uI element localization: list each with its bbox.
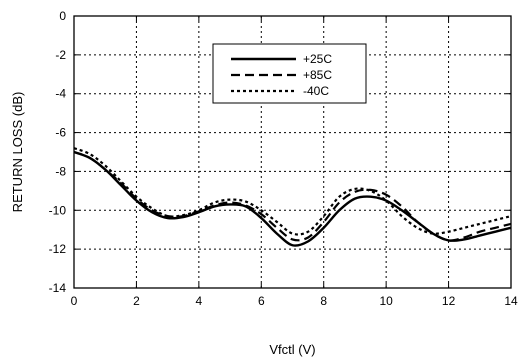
y-tick-label: -6	[55, 126, 66, 140]
x-tick-label: 14	[504, 294, 518, 308]
y-tick-label: -10	[49, 203, 67, 217]
legend-label: +85C	[303, 68, 332, 82]
series-line-1	[74, 150, 511, 242]
x-tick-label: 4	[196, 294, 203, 308]
legend-label: +25C	[303, 52, 332, 66]
legend-label: -40C	[303, 84, 329, 98]
x-tick-label: 0	[71, 294, 78, 308]
y-tick-label: -14	[49, 281, 67, 295]
x-tick-label: 10	[379, 294, 393, 308]
series-line-0	[74, 150, 511, 247]
x-tick-label: 12	[442, 294, 456, 308]
series-line-2	[74, 147, 511, 236]
x-axis-title: Vfctl (V)	[269, 342, 315, 357]
ticks: 0 2 4 6 8 10 12 14 0 -2 -4 -6 -8 -10 -12 -14	[49, 9, 518, 308]
y-tick-label: -4	[55, 87, 66, 101]
y-axis-title: RETURN LOSS (dB)	[10, 92, 25, 213]
y-tick-label: 0	[59, 9, 66, 23]
legend: +25C +85C -40C	[212, 43, 367, 104]
x-tick-label: 6	[258, 294, 265, 308]
y-tick-label: -2	[55, 48, 66, 62]
plot-frame	[73, 15, 512, 289]
legend-box	[212, 43, 367, 104]
x-tick-label: 2	[133, 294, 140, 308]
x-tick-label: 8	[320, 294, 327, 308]
series-lines	[74, 147, 511, 247]
y-tick-label: -8	[55, 164, 66, 178]
y-tick-label: -12	[49, 242, 67, 256]
